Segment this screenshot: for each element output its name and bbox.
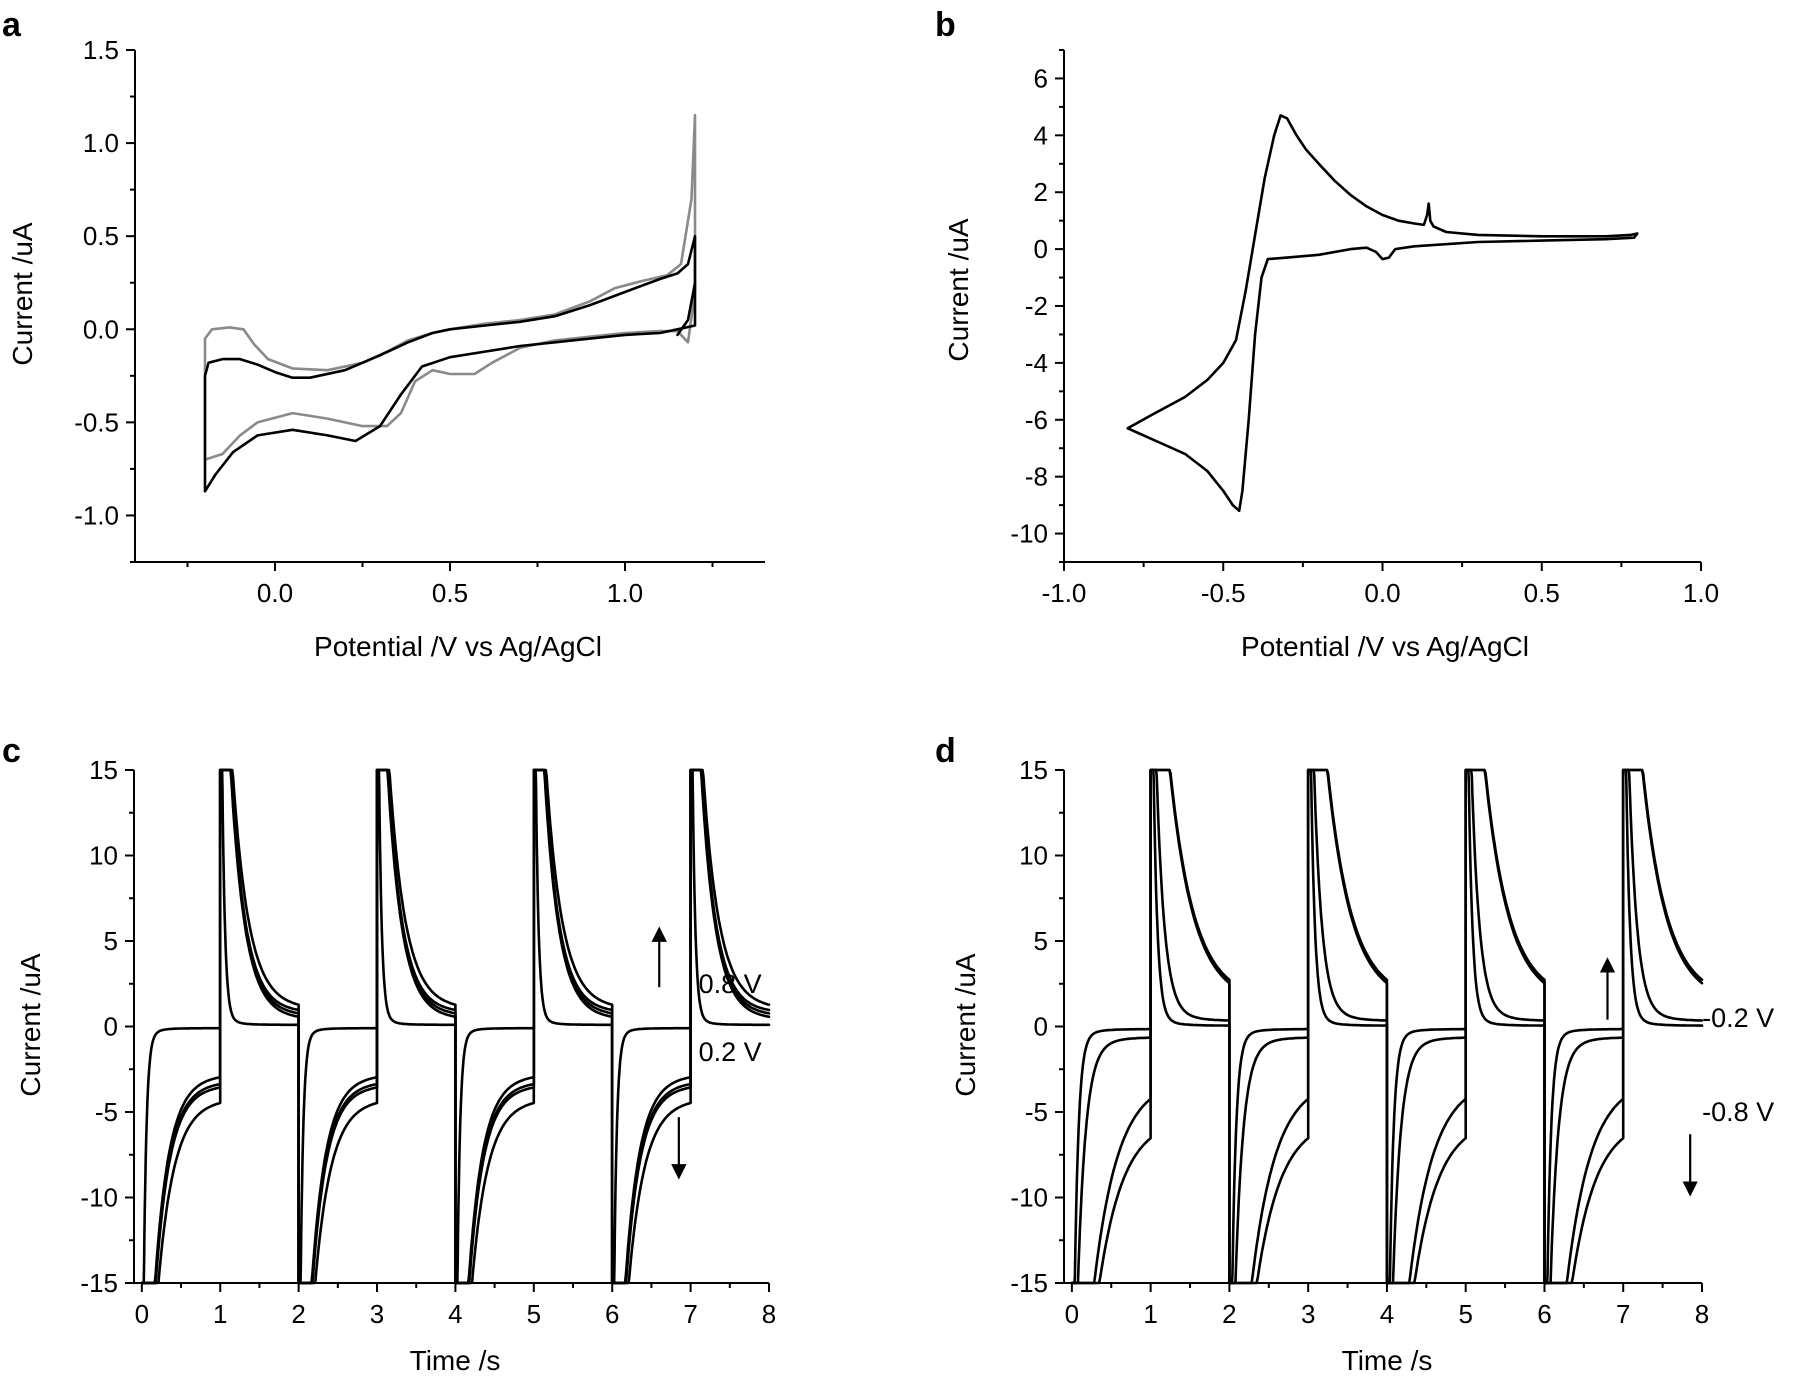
- y-tick-label: -5: [1025, 1097, 1048, 1127]
- annotation-label: 0.8 V: [699, 969, 762, 999]
- x-tick-label: 0: [135, 1299, 149, 1329]
- panel-a-ylabel: Current /uA: [7, 222, 38, 365]
- y-tick-label: 10: [1019, 841, 1048, 871]
- trace-4: [1070, 768, 1704, 1285]
- y-tick-label: -10: [1010, 1183, 1048, 1213]
- x-tick-label: 3: [1301, 1299, 1315, 1329]
- panel-d-plot: 0 1 2 3 4 5 6 7 8 -15 -10 -5 0 5 10 15 -0.2 V -0.8 V: [1010, 755, 1774, 1329]
- annotation-label: 0.2 V: [699, 1037, 762, 1067]
- y-tick-label: 5: [1034, 926, 1048, 956]
- series-cv-black: [203, 234, 697, 493]
- x-tick-label: 0: [1065, 1299, 1079, 1329]
- trace-5: [140, 768, 771, 1285]
- x-tick-label: 5: [527, 1299, 541, 1329]
- y-tick-label: 6: [1034, 63, 1048, 93]
- x-tick-label: 2: [291, 1299, 305, 1329]
- y-tick-label: -15: [1010, 1268, 1048, 1298]
- y-tick-label: 0: [1034, 234, 1048, 264]
- x-tick-label: 4: [1380, 1299, 1394, 1329]
- x-tick-label: 1.0: [607, 578, 643, 608]
- y-tick-label: 0.0: [83, 314, 119, 344]
- y-tick-label: -10: [80, 1183, 118, 1213]
- x-tick-label: 0.0: [257, 578, 293, 608]
- x-tick-label: 7: [683, 1299, 697, 1329]
- panel-d: d 0 1 2 3 4 5 6 7 8 -15 -10 -5 0 5 10 15 -0.2 V -0.8 V Ti…: [935, 732, 1774, 1376]
- x-tick-label: 4: [448, 1299, 462, 1329]
- x-tick-label: 3: [370, 1299, 384, 1329]
- panel-b: b -1.0 -0.5 0.0 0.5 1.0 -10 -8 -6 -4 -2 0 2 4 6 Poten…: [935, 6, 1719, 662]
- x-tick-label: -0.5: [1201, 578, 1246, 608]
- panel-c-plot: 0 1 2 3 4 5 6 7 8 -15 -10 -5 0 5 10 15 0.8 V 0.2 V: [80, 755, 776, 1329]
- y-tick-label: -2: [1025, 291, 1048, 321]
- y-tick-label: 4: [1034, 120, 1048, 150]
- panel-a-plot: 0.0 0.5 1.0 -1.0 -0.5 0.0 0.5 1.0 1.5: [74, 35, 765, 608]
- y-tick-label: 15: [89, 755, 118, 785]
- y-tick-label: 2: [1034, 177, 1048, 207]
- y-tick-label: 0: [1034, 1012, 1048, 1042]
- y-tick-label: 10: [89, 841, 118, 871]
- y-tick-label: -5: [95, 1097, 118, 1127]
- y-tick-label: 0: [104, 1012, 118, 1042]
- x-tick-label: 6: [605, 1299, 619, 1329]
- panel-c: c 0 1 2 3 4 5 6 7 8 -15 -10 -5 0 5 10 15 0.8 V 0.2 V Time…: [2, 732, 776, 1376]
- y-tick-label: -1.0: [74, 500, 119, 530]
- panel-c-xlabel: Time /s: [410, 1345, 501, 1376]
- x-tick-label: 5: [1458, 1299, 1472, 1329]
- series-cv-gray: [203, 113, 697, 461]
- x-tick-label: 1: [213, 1299, 227, 1329]
- panel-a-xlabel: Potential /V vs Ag/AgCl: [314, 631, 602, 662]
- y-tick-label: -0.5: [74, 407, 119, 437]
- y-tick-label: 0.5: [83, 221, 119, 251]
- y-tick-label: -15: [80, 1268, 118, 1298]
- x-tick-label: 0.0: [1364, 578, 1400, 608]
- series-cv-black-tail: [676, 281, 697, 337]
- panel-label-d: d: [935, 732, 956, 770]
- x-tick-label: 6: [1537, 1299, 1551, 1329]
- panel-d-xlabel: Time /s: [1342, 1345, 1433, 1376]
- panel-b-xlabel: Potential /V vs Ag/AgCl: [1241, 631, 1529, 662]
- y-tick-label: -8: [1025, 462, 1048, 492]
- x-tick-label: 7: [1616, 1299, 1630, 1329]
- x-tick-label: 0.5: [1524, 578, 1560, 608]
- panel-d-ylabel: Current /uA: [950, 953, 981, 1096]
- panel-a: a 0.0 0.5 1.0 -1.0 -0.5 0.0 0.5 1.0 1.5 Potentia…: [2, 6, 765, 662]
- x-tick-label: 1: [1143, 1299, 1157, 1329]
- y-tick-label: -10: [1010, 519, 1048, 549]
- annotation-label: -0.8 V: [1702, 1097, 1774, 1127]
- x-tick-label: 0.5: [432, 578, 468, 608]
- y-tick-label: 1.0: [83, 128, 119, 158]
- panel-b-plot: -1.0 -0.5 0.0 0.5 1.0 -10 -8 -6 -4 -2 0 2 4 6: [1010, 49, 1719, 608]
- panel-label-a: a: [2, 6, 22, 44]
- x-tick-label: 8: [1695, 1299, 1709, 1329]
- y-tick-label: 5: [104, 926, 118, 956]
- x-tick-label: 1.0: [1683, 578, 1719, 608]
- y-tick-label: -6: [1025, 405, 1048, 435]
- y-tick-label: -4: [1025, 348, 1048, 378]
- panel-c-ylabel: Current /uA: [15, 953, 46, 1096]
- series-cv: [1126, 114, 1639, 513]
- y-tick-label: 15: [1019, 755, 1048, 785]
- x-tick-label: -1.0: [1042, 578, 1087, 608]
- annotation-label: -0.2 V: [1702, 1003, 1774, 1033]
- panel-label-b: b: [935, 6, 956, 44]
- x-tick-label: 2: [1222, 1299, 1236, 1329]
- x-tick-label: 8: [762, 1299, 776, 1329]
- y-tick-label: 1.5: [83, 35, 119, 65]
- panel-label-c: c: [2, 732, 21, 770]
- panel-b-ylabel: Current /uA: [943, 218, 974, 361]
